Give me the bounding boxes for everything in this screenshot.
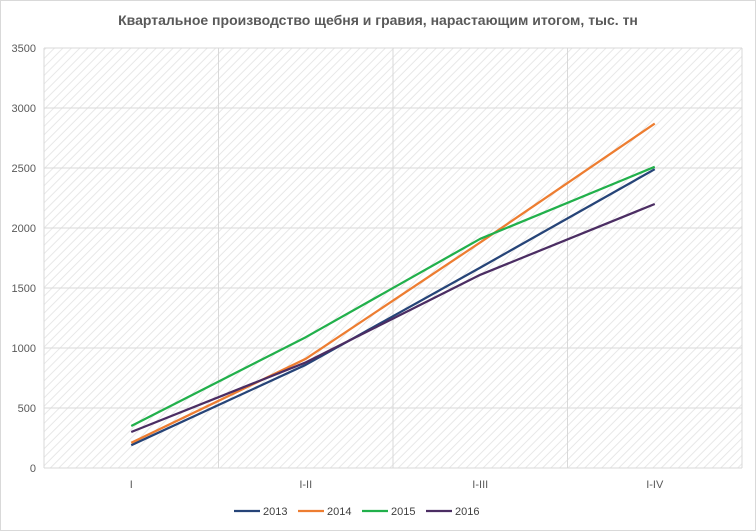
y-tick-label: 3000 bbox=[12, 103, 36, 115]
series-line-2014 bbox=[130, 122, 656, 444]
x-tick-label: I-III bbox=[472, 479, 488, 491]
series-line-2016 bbox=[130, 202, 656, 434]
x-tick-label: I bbox=[130, 479, 133, 491]
chart-title: Квартальное производство щебня и гравия,… bbox=[118, 12, 638, 28]
series-line-2013 bbox=[130, 168, 656, 447]
x-axis-ticks: I I-II I-III I-IV bbox=[130, 479, 664, 491]
legend-item-2014: 2014 bbox=[298, 506, 351, 518]
legend-label: 2013 bbox=[263, 506, 287, 518]
legend-item-2013: 2013 bbox=[234, 506, 287, 518]
y-tick-label: 1500 bbox=[12, 283, 36, 295]
series-line-2015 bbox=[130, 165, 656, 428]
legend-item-2016: 2016 bbox=[426, 506, 479, 518]
legend-item-2015: 2015 bbox=[362, 506, 415, 518]
y-tick-label: 3500 bbox=[12, 43, 36, 55]
y-axis-ticks: 0 500 1000 1500 2000 2500 3000 3500 bbox=[12, 43, 36, 475]
legend-label: 2014 bbox=[327, 506, 351, 518]
series-lines bbox=[130, 122, 656, 447]
y-tick-label: 500 bbox=[18, 403, 36, 415]
legend-label: 2016 bbox=[455, 506, 479, 518]
y-tick-label: 0 bbox=[30, 463, 36, 475]
y-tick-label: 2000 bbox=[12, 223, 36, 235]
y-tick-label: 2500 bbox=[12, 163, 36, 175]
x-tick-label: I-IV bbox=[646, 479, 664, 491]
legend: 2013 2014 2015 2016 bbox=[234, 506, 479, 518]
y-tick-label: 1000 bbox=[12, 343, 36, 355]
x-tick-label: I-II bbox=[299, 479, 312, 491]
legend-label: 2015 bbox=[391, 506, 415, 518]
